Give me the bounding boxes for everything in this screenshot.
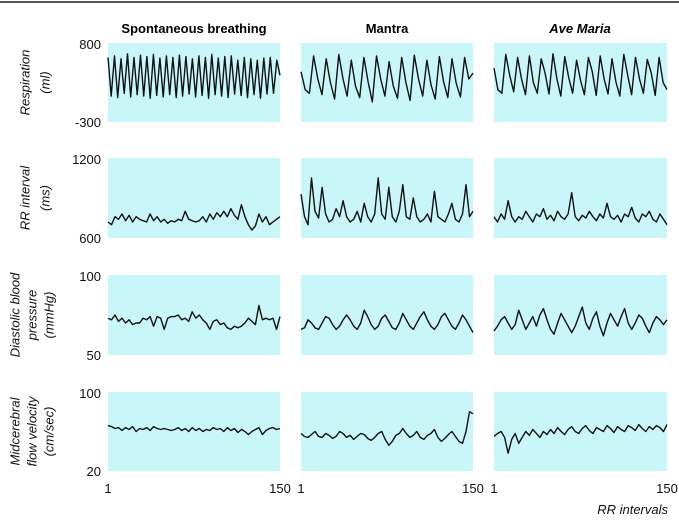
- series-line-flow-velocity-mantra: [300, 411, 474, 446]
- row-label-diastolic-pressure: (mmHg): [41, 292, 56, 339]
- x-tick-label-start: 1: [104, 481, 111, 496]
- row-label-rr-interval: RR interval: [17, 165, 32, 230]
- panel-diastolic-pressure-1: [301, 275, 473, 355]
- x-tick-label-start: 1: [490, 481, 497, 496]
- series-line-flow-velocity-spontaneous: [107, 424, 281, 436]
- row-label-respiration: (ml): [37, 71, 52, 93]
- y-tick-label-max: 1200: [72, 152, 101, 167]
- column-title-mantra: Mantra: [366, 21, 409, 36]
- series-line-flow-velocity-ave-maria: [493, 423, 668, 454]
- y-tick-label-min: 20: [87, 464, 101, 479]
- y-tick-label-max: 100: [79, 386, 101, 401]
- y-tick-label-min: -300: [75, 115, 101, 130]
- series-line-diastolic-pressure-spontaneous: [107, 304, 281, 331]
- x-axis-label: RR intervals: [597, 502, 668, 517]
- y-tick-label-max: 800: [79, 37, 101, 52]
- series-line-diastolic-pressure-mantra: [300, 309, 474, 333]
- panel-flow-velocity-0: [108, 392, 280, 471]
- series-line-respiration-ave-maria: [493, 53, 668, 97]
- panel-rr-interval-0: [108, 158, 280, 238]
- series-line-diastolic-pressure-ave-maria: [493, 306, 668, 337]
- series-line-respiration-mantra: [300, 53, 474, 103]
- row-label-diastolic-pressure: Diastolic blood: [7, 272, 22, 357]
- column-title-spontaneous: Spontaneous breathing: [121, 21, 266, 36]
- row-label-flow-velocity: Midcerebral: [7, 396, 22, 465]
- y-tick-label-min: 600: [79, 231, 101, 246]
- x-tick-label-end: 150: [269, 481, 291, 496]
- column-title-ave-maria: Ave Maria: [548, 21, 610, 36]
- x-tick-label-end: 150: [462, 481, 484, 496]
- panel-flow-velocity-1: [301, 392, 473, 471]
- row-label-flow-velocity: (cm/sec): [41, 407, 56, 457]
- panel-rr-interval-2: [494, 158, 667, 238]
- x-tick-label-start: 1: [297, 481, 304, 496]
- y-tick-label-max: 100: [79, 269, 101, 284]
- row-label-diastolic-pressure: pressure: [24, 290, 39, 342]
- row-label-rr-interval: (ms): [37, 185, 52, 211]
- x-tick-label-end: 150: [656, 481, 678, 496]
- row-label-flow-velocity: flow velocity: [24, 395, 39, 467]
- series-line-rr-interval-ave-maria: [493, 191, 668, 226]
- y-tick-label-min: 50: [87, 348, 101, 363]
- series-line-rr-interval-spontaneous: [107, 203, 281, 231]
- series-line-rr-interval-mantra: [300, 177, 474, 226]
- series-line-respiration-spontaneous: [107, 53, 281, 100]
- row-label-respiration: Respiration: [17, 50, 32, 116]
